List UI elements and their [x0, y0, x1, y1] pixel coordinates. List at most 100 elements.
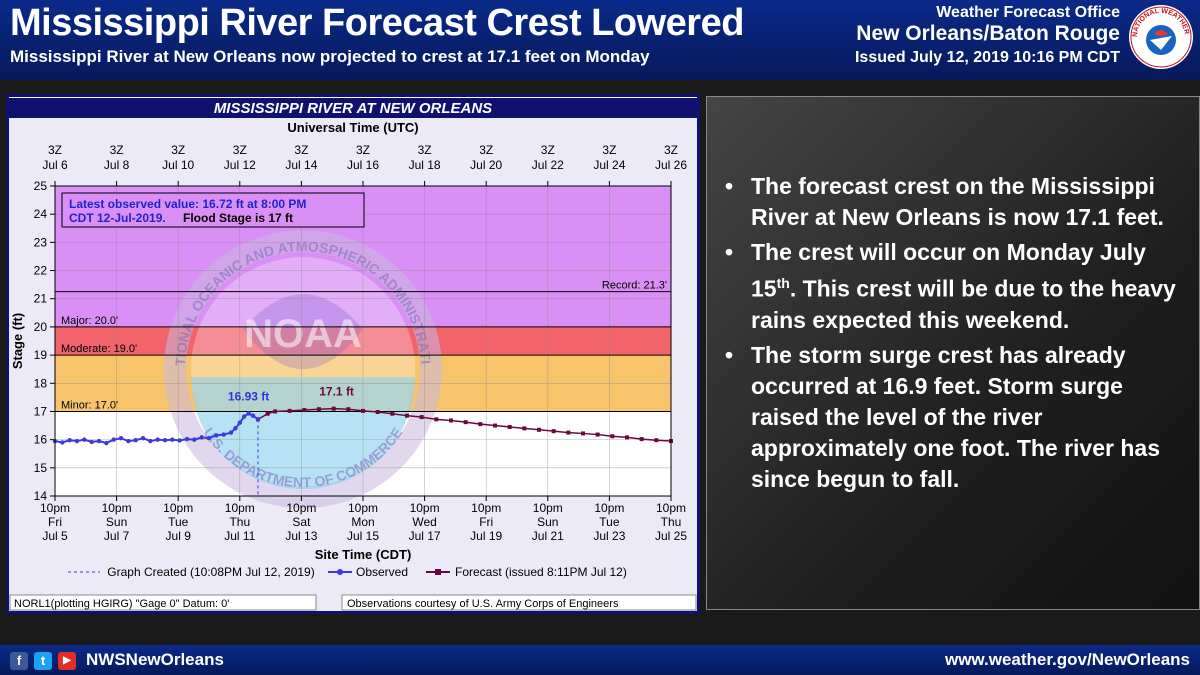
- x-tick-label-time: 10pm: [163, 501, 193, 515]
- observed-point: [67, 438, 72, 443]
- legend-created-label: Graph Created (10:08PM Jul 12, 2019): [107, 565, 314, 579]
- page-subtitle: Mississippi River at New Orleans now pro…: [10, 47, 650, 66]
- forecast-point: [537, 427, 541, 432]
- forecast-point: [346, 407, 351, 412]
- y-tick-label: 24: [34, 207, 48, 221]
- forecast-point: [581, 431, 585, 436]
- top-tick-label-date: Jul 12: [224, 158, 256, 172]
- forecast-point: [449, 418, 453, 423]
- top-tick-label-z: 3Z: [479, 143, 493, 157]
- observed-point: [221, 432, 226, 437]
- forecast-point: [610, 434, 615, 439]
- forecast-point: [478, 422, 483, 427]
- observed-point: [82, 437, 87, 442]
- forecast-point: [463, 420, 468, 425]
- twitter-icon[interactable]: t: [34, 652, 52, 670]
- top-tick-label-z: 3Z: [418, 143, 432, 157]
- x-axis-title: Site Time (CDT): [315, 547, 412, 562]
- peak-label: 17.1 ft: [319, 385, 354, 399]
- forecast-point: [273, 409, 277, 414]
- noaa-watermark-text: NOAA: [244, 312, 362, 356]
- observed-point: [184, 436, 190, 442]
- y-tick-label: 21: [34, 292, 48, 306]
- website-link[interactable]: www.weather.gov/NewOrleans: [944, 650, 1190, 669]
- y-tick-label: 22: [34, 264, 48, 278]
- x-tick-label-day: Tue: [599, 515, 620, 529]
- noaa-watermark-bird: [243, 294, 363, 370]
- top-tick-label-z: 3Z: [110, 143, 124, 157]
- facebook-icon[interactable]: f: [10, 652, 28, 670]
- social-handle[interactable]: NWSNewOrleans: [86, 650, 224, 669]
- legend-observed-marker: [337, 569, 343, 575]
- x-tick-label-time: 10pm: [348, 501, 378, 515]
- threshold-label: Moderate: 19.0': [61, 343, 137, 355]
- x-tick-label-time: 10pm: [225, 501, 255, 515]
- forecast-point: [331, 406, 336, 411]
- forecast-series-line: [257, 407, 672, 442]
- top-tick-label-date: Jul 14: [285, 158, 317, 172]
- office-name: New Orleans/Baton Rouge: [856, 22, 1120, 45]
- x-tick-label-day: Fri: [479, 515, 493, 529]
- observed-point: [148, 438, 153, 444]
- x-tick-label-day: Sun: [537, 515, 558, 529]
- observed-point: [250, 413, 256, 418]
- issued-time: Issued July 12, 2019 10:16 PM CDT: [854, 49, 1120, 66]
- noaa-watermark-ring: [164, 230, 442, 509]
- x-tick-label-day: Fri: [48, 515, 62, 529]
- observed-point: [126, 438, 131, 444]
- y-tick-label: 18: [34, 376, 48, 390]
- chart-title-bar: [9, 98, 697, 118]
- top-tick-label-date: Jul 16: [347, 158, 379, 172]
- y-tick-label: 23: [34, 235, 48, 249]
- forecast-point: [595, 432, 600, 437]
- x-tick-label-day: Sat: [292, 515, 311, 529]
- observed-point: [255, 417, 261, 422]
- observed-point: [96, 438, 102, 444]
- observed-point: [237, 420, 242, 425]
- observed-point: [242, 414, 247, 419]
- top-tick-label-z: 3Z: [48, 143, 62, 157]
- forecast-point: [493, 423, 497, 428]
- top-tick-label-date: Jul 8: [104, 158, 130, 172]
- x-tick-label-time: 10pm: [594, 501, 624, 515]
- observed-point: [192, 437, 197, 442]
- top-tick-label-date: Jul 10: [162, 158, 194, 172]
- x-tick-label-date: Jul 11: [224, 529, 255, 543]
- observed-point: [206, 436, 212, 441]
- observed-point: [162, 438, 168, 443]
- y-tick-label: 19: [34, 348, 48, 362]
- latest-observed-date: CDT 12-Jul-2019.: [69, 211, 166, 225]
- threshold-label-record: Record: 21.3': [602, 280, 667, 292]
- summary-bullets: The forecast crest on the Mississippi Ri…: [707, 97, 1199, 495]
- peak-label: 16.93 ft: [228, 389, 269, 403]
- observed-point: [60, 440, 65, 445]
- footnote-right: Observations courtesy of U.S. Army Corps…: [347, 598, 619, 610]
- y-tick-label: 25: [34, 179, 48, 193]
- y-tick-label: 16: [34, 433, 48, 447]
- x-tick-label-date: Jul 5: [42, 529, 68, 543]
- threshold-label: Major: 20.0': [61, 315, 118, 327]
- observed-point: [214, 433, 219, 438]
- latest-observed-line1: Latest observed value: 16.72 ft at 8:00 …: [69, 197, 306, 211]
- main-area: MISSISSIPPI RIVER AT NEW ORLEANS Univers…: [0, 80, 1200, 645]
- forecast-point: [361, 408, 365, 413]
- top-tick-label-z: 3Z: [171, 143, 185, 157]
- observed-point: [199, 435, 204, 440]
- observed-point: [177, 438, 182, 443]
- observed-point: [133, 438, 138, 443]
- y-tick-label: 20: [34, 320, 48, 334]
- youtube-icon[interactable]: ▶: [58, 652, 76, 670]
- footnote-left: NORL1(plotting HGIRG) "Gage 0" Datum: 0': [14, 598, 229, 610]
- threshold-label: Minor: 17.0': [61, 399, 118, 411]
- x-tick-label-date: Jul 25: [655, 529, 687, 543]
- x-tick-label-date: Jul 17: [409, 529, 441, 543]
- latest-observed-box: [61, 192, 365, 228]
- observed-point: [104, 440, 109, 446]
- x-tick-label-time: 10pm: [656, 501, 686, 515]
- x-tick-label-date: Jul 19: [470, 529, 502, 543]
- legend-forecast-marker: [435, 569, 441, 575]
- y-tick-label: 14: [34, 489, 48, 503]
- x-tick-label-date: Jul 23: [593, 529, 625, 543]
- flood-stage-note: Flood Stage is 17 ft: [183, 211, 293, 225]
- y-tick-label: 15: [34, 461, 48, 475]
